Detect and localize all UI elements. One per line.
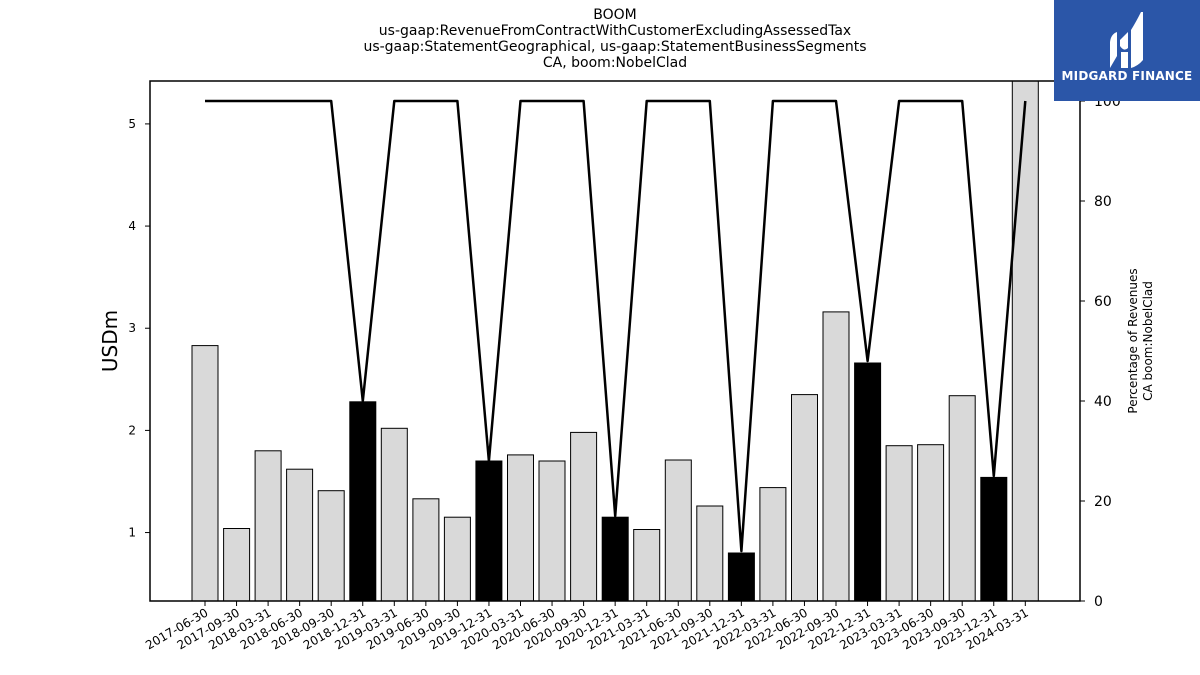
bar <box>948 395 976 602</box>
bar <box>601 516 629 602</box>
bar <box>633 529 661 602</box>
brand-logo: MIDGARD FINANCE <box>1054 0 1200 101</box>
y2-tick-label: 60 <box>1094 294 1112 310</box>
bar <box>917 444 945 602</box>
y-axis-label: USDm <box>98 310 122 372</box>
y-tick-label: 4 <box>128 219 136 233</box>
bar <box>759 487 787 602</box>
y2-axis-label-line: Percentage of Revenues <box>1126 268 1140 413</box>
chart-title-line: CA, boom:NobelClad <box>542 55 688 71</box>
bar <box>254 450 282 602</box>
bar <box>412 498 440 602</box>
y2-axis-label-line: CA boom:NobelClad <box>1141 281 1155 401</box>
y2-tick-label: 40 <box>1094 394 1112 410</box>
y-tick-label: 3 <box>128 321 136 335</box>
bar <box>507 454 534 602</box>
y2-axis-label: Percentage of RevenuesCA boom:NobelClad <box>1126 268 1155 413</box>
bar <box>1011 80 1039 602</box>
bar <box>191 345 219 602</box>
bar <box>854 362 882 602</box>
bar <box>475 460 503 602</box>
y2-tick-label: 0 <box>1094 594 1103 610</box>
logo-text: MIDGARD FINANCE <box>1061 69 1193 83</box>
bar <box>664 459 692 602</box>
bar <box>885 445 913 602</box>
chart-title-line: us-gaap:RevenueFromContractWithCustomerE… <box>378 23 852 39</box>
logo-mark-icon <box>1110 12 1143 68</box>
bar <box>822 311 850 602</box>
bar <box>380 427 408 602</box>
y2-tick-label: 20 <box>1094 494 1112 510</box>
y2-tick-label: 80 <box>1094 194 1112 210</box>
bar <box>443 516 471 602</box>
percentage-line <box>205 99 1027 553</box>
bar <box>538 460 566 602</box>
bar <box>349 401 377 602</box>
bar <box>791 394 818 602</box>
bar <box>727 552 755 602</box>
bar <box>980 476 1008 602</box>
bar <box>223 528 251 602</box>
y-tick-label: 5 <box>128 117 136 131</box>
bar <box>570 431 598 602</box>
bar <box>696 505 724 602</box>
y-tick-label: 2 <box>128 423 136 437</box>
chart-title-line: BOOM <box>593 7 637 23</box>
chart-title-line: us-gaap:StatementGeographical, us-gaap:S… <box>363 39 867 55</box>
y-tick-label: 1 <box>128 526 136 540</box>
bar <box>286 468 314 602</box>
bar <box>317 490 345 602</box>
